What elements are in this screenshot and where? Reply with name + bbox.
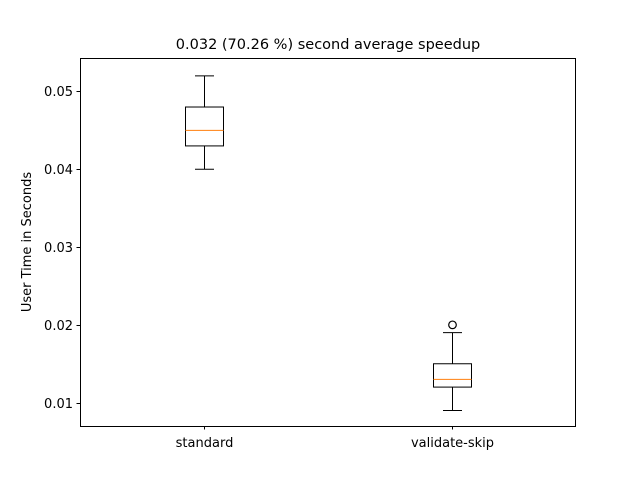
boxes <box>185 75 472 411</box>
y-tick-label: 0.01 <box>44 397 73 412</box>
box-iqr <box>185 106 224 147</box>
box-validate-skip <box>433 320 472 411</box>
box-standard <box>185 75 224 170</box>
y-axis-label: User Time in Seconds <box>20 172 35 313</box>
y-tick-label: 0.04 <box>44 163 73 178</box>
x-tick-label: validate-skip <box>411 436 494 451</box>
x-axis: standard validate-skip <box>176 426 494 451</box>
y-tick-label: 0.02 <box>44 319 73 334</box>
plot-area-frame <box>80 58 576 427</box>
y-tick-label: 0.03 <box>44 241 73 256</box>
box-iqr <box>433 363 472 388</box>
y-axis: 0.01 0.02 0.03 0.04 0.05 <box>44 85 80 412</box>
chart-title: 0.032 (70.26 %) second average speedup <box>176 37 480 53</box>
y-tick-label: 0.05 <box>44 85 73 100</box>
outlier-point <box>448 320 457 330</box>
x-tick-label: standard <box>176 436 234 451</box>
